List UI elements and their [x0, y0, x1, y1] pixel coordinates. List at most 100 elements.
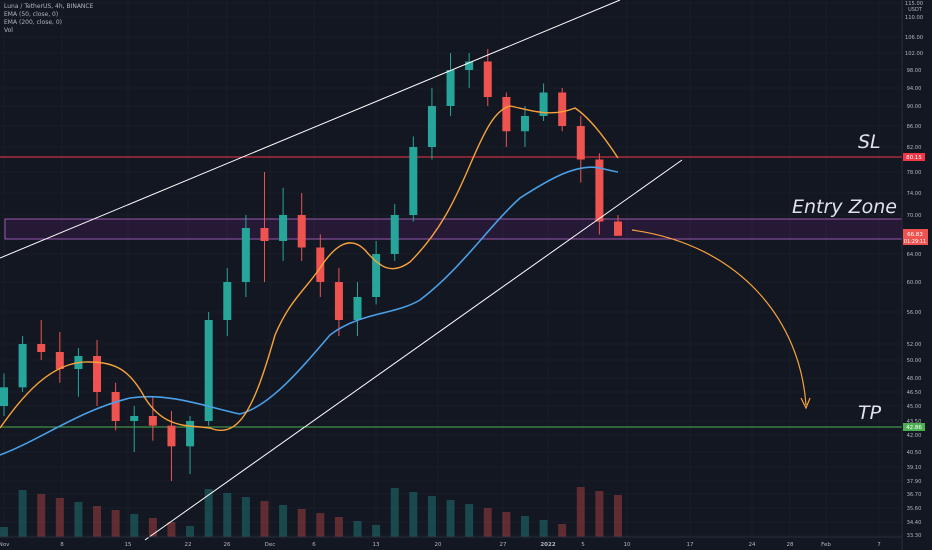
price-tick-label: 34.40 [907, 520, 922, 526]
candle-body [427, 106, 436, 147]
tp-price-label: 42.86 [906, 425, 922, 431]
time-tick-label: 27 [500, 542, 507, 548]
time-tick-label: 24 [749, 542, 756, 548]
price-tick-label: 56.00 [907, 310, 922, 316]
ema-50-line [0, 105, 619, 431]
volume-bar [74, 502, 83, 537]
price-tick-label: 50.00 [907, 358, 922, 364]
candle-body [55, 352, 64, 369]
volume-bar [111, 510, 120, 537]
time-tick-label: 5 [581, 542, 585, 548]
time-tick-label: 8 [60, 542, 64, 548]
volume-bar [93, 506, 102, 537]
channel-lower-line [144, 159, 683, 541]
ema-50-legend[interactable]: EMA (50, close, 0) [4, 11, 59, 18]
volume-bar [446, 500, 455, 537]
volume-bar [372, 525, 381, 537]
price-tick-label: 78.00 [907, 170, 922, 176]
volume-bar [18, 490, 27, 537]
time-tick-label: 6 [312, 542, 316, 548]
price-tick-label: 48.00 [907, 376, 922, 382]
channel-upper-line [0, 0, 621, 259]
candle-body [0, 387, 8, 406]
candle-body [558, 92, 567, 126]
candle-body [148, 416, 157, 426]
candle-body [446, 70, 455, 106]
candle-body [241, 228, 250, 282]
entry-zone-annotation: Entry Zone [792, 196, 897, 218]
candle-body [111, 392, 120, 421]
candle-body [576, 126, 585, 160]
time-tick-label: 22 [185, 542, 192, 548]
volume-bar [223, 493, 232, 537]
candle-body [130, 416, 139, 421]
candle-body [316, 247, 325, 282]
sl-price-label: 80.15 [906, 155, 922, 161]
price-tick-label: 33.30 [907, 533, 922, 539]
price-tick-label: 35.60 [907, 506, 922, 512]
time-axis[interactable]: Nov 8 15 22 26 Dec 6 13 20 27 2022 5 10 17 24 28 Feb 7 [0, 542, 881, 548]
candle-body [409, 147, 418, 215]
price-tick-label: 102.00 [905, 51, 923, 57]
time-tick-label: 13 [373, 542, 380, 548]
volume-bar [427, 496, 436, 537]
ema-200-legend[interactable]: EMA (200, close, 0) [4, 19, 63, 26]
volume-legend[interactable]: Vol [4, 27, 13, 34]
price-tick-label: 42.00 [907, 433, 922, 439]
candle-body [595, 159, 604, 222]
time-tick-label: 10 [624, 542, 631, 548]
volume-bar [334, 517, 343, 537]
volume-bar [409, 492, 418, 537]
time-tick-label: 15 [125, 542, 132, 548]
volume-bar [316, 513, 325, 537]
symbol-title[interactable]: Luna / TetherUS, 4h, BINANCE [4, 3, 94, 10]
candle-body [18, 344, 27, 388]
candle-body [279, 215, 288, 241]
volume-bar [297, 509, 306, 537]
time-tick-label: 7 [877, 542, 881, 548]
volume-bar [465, 504, 474, 537]
volume-bar [595, 491, 604, 537]
price-tick-label: 39.10 [907, 465, 922, 471]
volume-bar [576, 487, 585, 537]
candle-body [223, 282, 232, 320]
price-tick-label: 94.00 [907, 86, 922, 92]
volume-bar [55, 498, 64, 537]
sl-annotation: SL [858, 131, 881, 153]
price-tick-label: 70.00 [907, 213, 922, 219]
price-axis[interactable]: 115.00 110.00 106.00 102.00 98.00 94.00 90.00 8… [905, 1, 923, 539]
projection-arrowhead [800, 397, 811, 410]
candle-body [539, 92, 548, 116]
last-price-label: 66.83 [907, 232, 923, 238]
time-tick-label: Feb [821, 542, 831, 548]
volume-bar [353, 521, 362, 537]
volume-bar [148, 518, 157, 537]
time-tick-label: 2022 [540, 542, 555, 548]
entry-zone [4, 218, 903, 240]
candle-body [186, 421, 195, 447]
candle-body [37, 344, 46, 352]
volume-bar [483, 508, 492, 537]
price-tick-label: 36.70 [907, 492, 922, 498]
time-tick-label: 26 [224, 542, 231, 548]
candle-body [390, 215, 399, 254]
price-tick-label: 46.50 [907, 390, 922, 396]
candle-body [334, 282, 343, 320]
volume-bar [0, 527, 8, 537]
volume-bar [539, 520, 548, 537]
volume-bar [614, 495, 622, 537]
price-tick-label: 64.00 [907, 252, 922, 258]
volume-bar [558, 524, 567, 537]
candle-body [167, 425, 176, 447]
grid-lines [0, 0, 902, 537]
ema-200-line [0, 166, 619, 456]
projection-arrow [631, 229, 807, 406]
price-tick-label: 86.00 [907, 124, 922, 130]
price-tick-label: 60.00 [907, 280, 922, 286]
price-tick-label: 98.00 [907, 68, 922, 74]
price-tick-label: 106.00 [905, 35, 923, 41]
time-tick-label: 28 [787, 542, 794, 548]
tp-annotation: TP [858, 402, 882, 424]
volume-bar [37, 494, 46, 537]
